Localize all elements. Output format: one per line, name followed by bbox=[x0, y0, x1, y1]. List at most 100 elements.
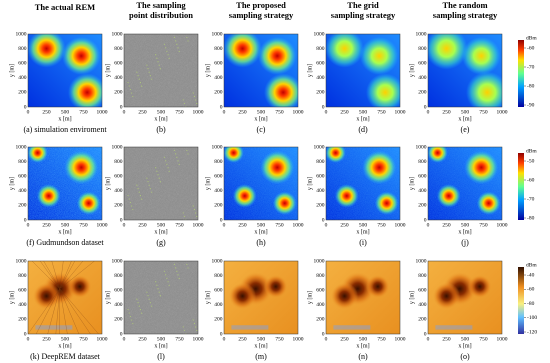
x-tick-label: 500 bbox=[61, 336, 70, 342]
x-tick-label: 1000 bbox=[293, 109, 304, 115]
sample-point bbox=[137, 188, 139, 190]
ray bbox=[51, 261, 61, 289]
sample-point bbox=[186, 263, 188, 266]
x-tick-label: 500 bbox=[257, 109, 266, 115]
y-tick-label: 400 bbox=[214, 188, 223, 194]
x-tick-label: 0 bbox=[223, 222, 226, 228]
colorbar bbox=[518, 40, 524, 107]
heatmap-panel bbox=[428, 34, 502, 107]
sample-point bbox=[155, 167, 157, 169]
sample-noise bbox=[124, 34, 198, 107]
heatmap-hotspot bbox=[260, 150, 295, 185]
ray bbox=[43, 261, 61, 289]
x-tick-label: 500 bbox=[61, 222, 70, 228]
panel-caption: (g) bbox=[156, 238, 166, 247]
sample-point bbox=[141, 85, 143, 87]
sample-point bbox=[127, 81, 129, 84]
ray bbox=[55, 288, 61, 334]
panel-caption: (k) DeepREM dataset bbox=[30, 352, 101, 361]
heatmap-hotspot bbox=[365, 73, 400, 107]
ray bbox=[59, 261, 64, 289]
heatmap-panel bbox=[326, 261, 400, 334]
sample-point bbox=[187, 267, 189, 269]
sample-point bbox=[147, 181, 149, 183]
panel-caption: (o) bbox=[460, 352, 470, 361]
panel-frame bbox=[223, 260, 299, 335]
ray bbox=[47, 288, 61, 334]
y-tick-label: 800 bbox=[114, 273, 123, 279]
x-tick-label: 500 bbox=[157, 336, 166, 342]
x-tick-label: 500 bbox=[461, 109, 470, 115]
panel-frame bbox=[325, 260, 401, 335]
y-tick-label: 600 bbox=[18, 287, 27, 293]
ray bbox=[59, 261, 76, 289]
y-tick-label: 1000 bbox=[212, 258, 223, 264]
x-axis-label: x [m] bbox=[254, 116, 267, 122]
sample-point bbox=[149, 75, 152, 77]
x-tick-label: 250 bbox=[442, 222, 451, 228]
colorbar-unit: dBm bbox=[526, 262, 537, 268]
y-tick-label: 400 bbox=[316, 188, 325, 194]
sample-point bbox=[129, 201, 132, 204]
sample-point bbox=[157, 174, 159, 176]
heatmap-hotspot bbox=[466, 71, 502, 107]
x-tick-label: 750 bbox=[79, 222, 88, 228]
x-tick-label: 750 bbox=[79, 109, 88, 115]
x-tick-label: 1000 bbox=[193, 222, 204, 228]
y-tick-label: 600 bbox=[114, 60, 123, 66]
column-title: sampling strategy bbox=[433, 10, 498, 20]
heatmap-panel bbox=[124, 34, 198, 107]
sample-point bbox=[165, 47, 167, 49]
y-axis-label: y [m] bbox=[105, 177, 111, 190]
sample-point bbox=[132, 322, 134, 325]
sample-point bbox=[177, 160, 179, 162]
heatmap-panel bbox=[124, 147, 198, 220]
colorbar-tick-label: -100 bbox=[527, 315, 537, 321]
y-tick-label: 1000 bbox=[16, 258, 27, 264]
sample-point bbox=[163, 156, 166, 158]
y-axis-label: y [m] bbox=[409, 291, 415, 304]
sample-point bbox=[128, 198, 130, 200]
y-tick-label: 800 bbox=[18, 273, 27, 279]
colorbar bbox=[518, 267, 524, 334]
y-tick-label: 600 bbox=[316, 173, 325, 179]
heatmap-panel bbox=[428, 147, 502, 220]
sample-point bbox=[175, 40, 177, 42]
y-tick-label: 200 bbox=[316, 90, 325, 96]
sample-point bbox=[131, 319, 133, 321]
y-axis-label: y [m] bbox=[307, 177, 313, 190]
y-tick-label: 1000 bbox=[416, 258, 427, 264]
x-tick-label: 0 bbox=[325, 109, 328, 115]
y-tick-label: 1000 bbox=[212, 31, 223, 37]
y-tick-label: 200 bbox=[316, 317, 325, 323]
x-tick-label: 250 bbox=[442, 109, 451, 115]
x-axis-label: x [m] bbox=[356, 116, 369, 122]
sample-point bbox=[163, 43, 166, 45]
column-title: The proposed bbox=[236, 0, 286, 10]
x-tick-label: 750 bbox=[377, 109, 386, 115]
heatmap-hotspot bbox=[467, 274, 492, 299]
colorbar-tick-label: -80 bbox=[527, 215, 535, 221]
y-tick-label: 200 bbox=[418, 90, 427, 96]
sample-point bbox=[151, 305, 153, 307]
heatmap-hotspot bbox=[32, 282, 61, 310]
x-tick-label: 0 bbox=[223, 336, 226, 342]
ray bbox=[59, 288, 68, 334]
colorbar-tick-label: -70 bbox=[527, 64, 535, 70]
ray bbox=[59, 261, 84, 289]
sample-point bbox=[131, 205, 133, 207]
x-tick-label: 500 bbox=[461, 222, 470, 228]
y-tick-label: 600 bbox=[18, 173, 27, 179]
panel-frame bbox=[325, 146, 401, 221]
sample-point bbox=[195, 326, 197, 328]
y-axis-label: y [m] bbox=[9, 177, 15, 190]
y-tick-label: 200 bbox=[18, 317, 27, 323]
colorbar-tick-label: -60 bbox=[527, 177, 535, 183]
heatmap-hotspot bbox=[28, 34, 66, 68]
sample-point bbox=[128, 312, 130, 314]
ray bbox=[28, 288, 61, 334]
x-tick-label: 750 bbox=[479, 336, 488, 342]
heatmap-hotspot bbox=[326, 34, 364, 68]
x-tick-label: 500 bbox=[257, 336, 266, 342]
sample-point bbox=[151, 191, 153, 193]
